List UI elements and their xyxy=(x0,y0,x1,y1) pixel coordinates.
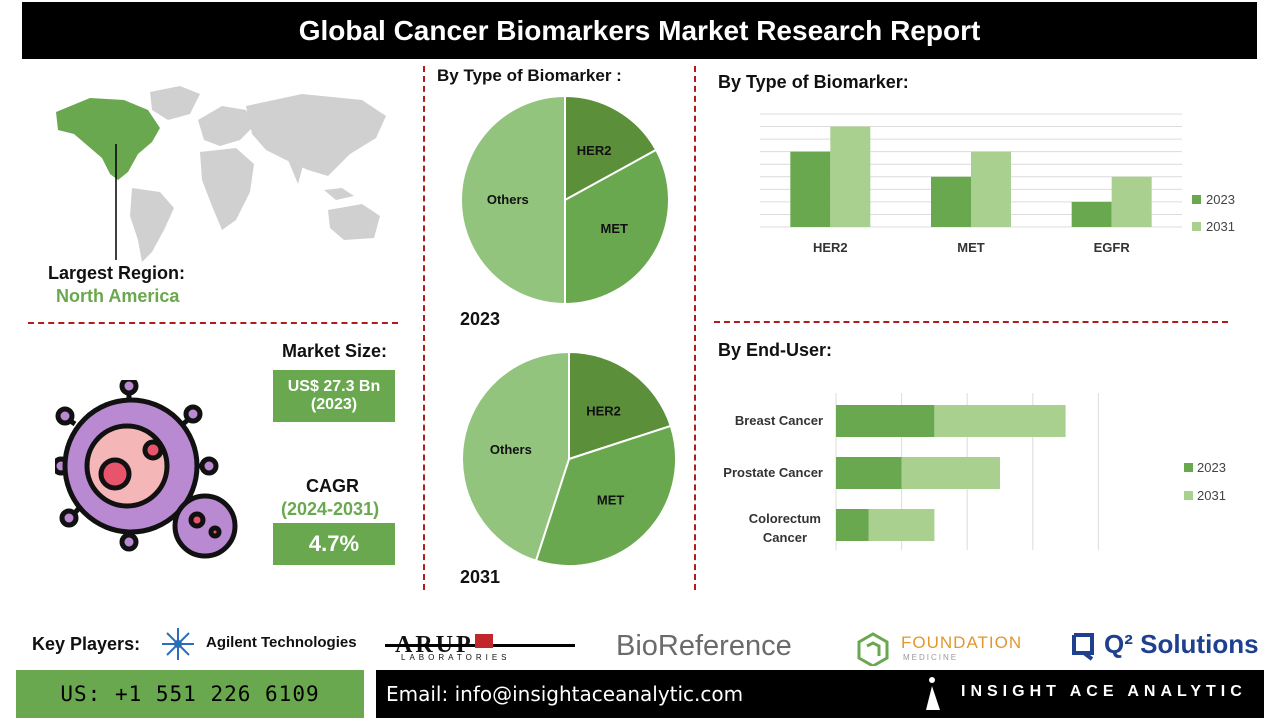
hbar-legend-label: 2023 xyxy=(1197,460,1226,475)
pie-label-her2: HER2 xyxy=(577,143,612,158)
q2-name: Q² Solutions xyxy=(1104,629,1259,659)
bar-egfr-2023 xyxy=(1071,201,1112,227)
foundation-sub: MEDICINE xyxy=(903,653,959,662)
q2-bracket-icon xyxy=(1072,633,1094,661)
hbar-legend-swatch-2023 xyxy=(1184,463,1193,472)
bar-her2-2023 xyxy=(790,151,831,227)
bioreference-logo: BioReference xyxy=(616,630,792,663)
arup-logo: ARUP LABORATORIES xyxy=(385,632,585,668)
market-size-value: US$ 27.3 Bn xyxy=(287,378,381,395)
hbar-prostate-cancer-2023 xyxy=(836,457,902,489)
pie-slice-met xyxy=(534,424,677,567)
pie-2031-year-label: 2031 xyxy=(460,567,501,587)
pie-slice-her2 xyxy=(568,350,673,461)
agilent-spark-icon xyxy=(162,628,194,660)
pie-chart-2031: HER2 MET Others xyxy=(461,350,677,567)
foundation-hexagon-icon xyxy=(857,632,889,666)
market-size-box: US$ 27.3 Bn (2023) xyxy=(273,370,395,422)
divider-left xyxy=(423,66,425,590)
brand-logo-icon xyxy=(926,677,940,710)
hbar-category-label: Cancer xyxy=(763,530,807,545)
cagr-value-box: 4.7% xyxy=(273,523,395,565)
pie-slice-others xyxy=(460,94,566,306)
pie-label-met: MET xyxy=(597,493,625,508)
pie-label-her2: HER2 xyxy=(586,403,621,418)
divider-right xyxy=(694,66,696,590)
report-title: Global Cancer Biomarkers Market Research… xyxy=(22,2,1257,59)
divider-right-horizontal xyxy=(714,321,1228,323)
bar-legend-label: 2031 xyxy=(1206,219,1235,234)
pie-slice-her2 xyxy=(564,94,658,202)
largest-region-label: Largest Region: xyxy=(48,263,186,283)
virus-cell-icon xyxy=(55,380,238,559)
market-size-year: (2023) xyxy=(310,396,358,413)
world-map xyxy=(56,86,386,262)
pie-slice-others xyxy=(461,350,570,563)
pie-slice-met xyxy=(564,148,670,306)
cagr-period: (2024-2031) xyxy=(281,499,380,519)
market-size-label: Market Size: xyxy=(282,341,388,361)
bar-met-2031 xyxy=(971,151,1011,227)
end-user-bar-chart: Breast Cancer Prostate Cancer Colorectum Ca… xyxy=(723,393,1226,550)
hbar-prostate-cancer-2031 xyxy=(901,457,1000,489)
pie-label-others: Others xyxy=(490,442,532,457)
hbar-breast-cancer-2023 xyxy=(836,405,935,437)
hbar-category-label: Colorectum xyxy=(749,511,821,526)
key-players-label: Key Players: xyxy=(32,634,141,654)
footer-bar: Email: info@insightaceanalytic.com INSIG… xyxy=(376,670,1264,718)
bar-legend-swatch-2031 xyxy=(1192,222,1201,231)
pie-label-met: MET xyxy=(601,221,629,236)
pie-section-heading: By Type of Biomarker : xyxy=(437,66,622,85)
cagr-value: 4.7% xyxy=(308,531,360,556)
foundation-medicine-logo: FOUNDATION MEDICINE xyxy=(856,630,1046,666)
q2-solutions-logo: Q² Solutions xyxy=(1070,629,1270,665)
bar-egfr-2031 xyxy=(1111,176,1152,227)
divider-left-horizontal xyxy=(28,322,398,324)
hbar-category-label: Prostate Cancer xyxy=(723,465,823,480)
hbar-colorectum-cancer-2023 xyxy=(836,509,869,541)
brand-name: INSIGHT ACE ANALYTIC xyxy=(961,683,1247,700)
bar-met-2023 xyxy=(931,176,971,227)
hbar-legend-swatch-2031 xyxy=(1184,491,1193,500)
bar-legend-label: 2023 xyxy=(1206,192,1235,207)
agilent-name: Agilent Technologies xyxy=(206,634,357,651)
contact-phone: US: +1 551 226 6109 xyxy=(16,670,364,718)
type-bar-chart: HER2 MET EGFR 2023 2031 xyxy=(760,113,1235,255)
agilent-logo: Agilent Technologies xyxy=(160,626,360,662)
bar-category-label: EGFR xyxy=(1094,240,1131,255)
hbar-category-label: Breast Cancer xyxy=(735,413,823,428)
bar-category-label: HER2 xyxy=(813,240,848,255)
bar-legend-swatch-2023 xyxy=(1192,195,1201,204)
pie-chart-2023: HER2 MET Others xyxy=(460,94,670,306)
bar-section-heading: By Type of Biomarker: xyxy=(718,72,909,92)
arup-sub: LABORATORIES xyxy=(401,653,511,662)
cagr-label: CAGR xyxy=(306,476,359,496)
hbar-section-heading: By End-User: xyxy=(718,340,833,360)
pie-label-others: Others xyxy=(487,192,529,207)
contact-email: Email: info@insightaceanalytic.com xyxy=(386,682,744,706)
bar-category-label: MET xyxy=(957,240,985,255)
hbar-legend-label: 2031 xyxy=(1197,488,1226,503)
hbar-breast-cancer-2031 xyxy=(934,405,1066,437)
bioreference-name: BioReference xyxy=(616,630,792,662)
pie-2023-year-label: 2023 xyxy=(460,309,501,329)
largest-region-value: North America xyxy=(56,286,180,306)
bar-her2-2031 xyxy=(830,126,871,227)
foundation-name: FOUNDATION xyxy=(901,633,1023,652)
hbar-colorectum-cancer-2031 xyxy=(868,509,935,541)
